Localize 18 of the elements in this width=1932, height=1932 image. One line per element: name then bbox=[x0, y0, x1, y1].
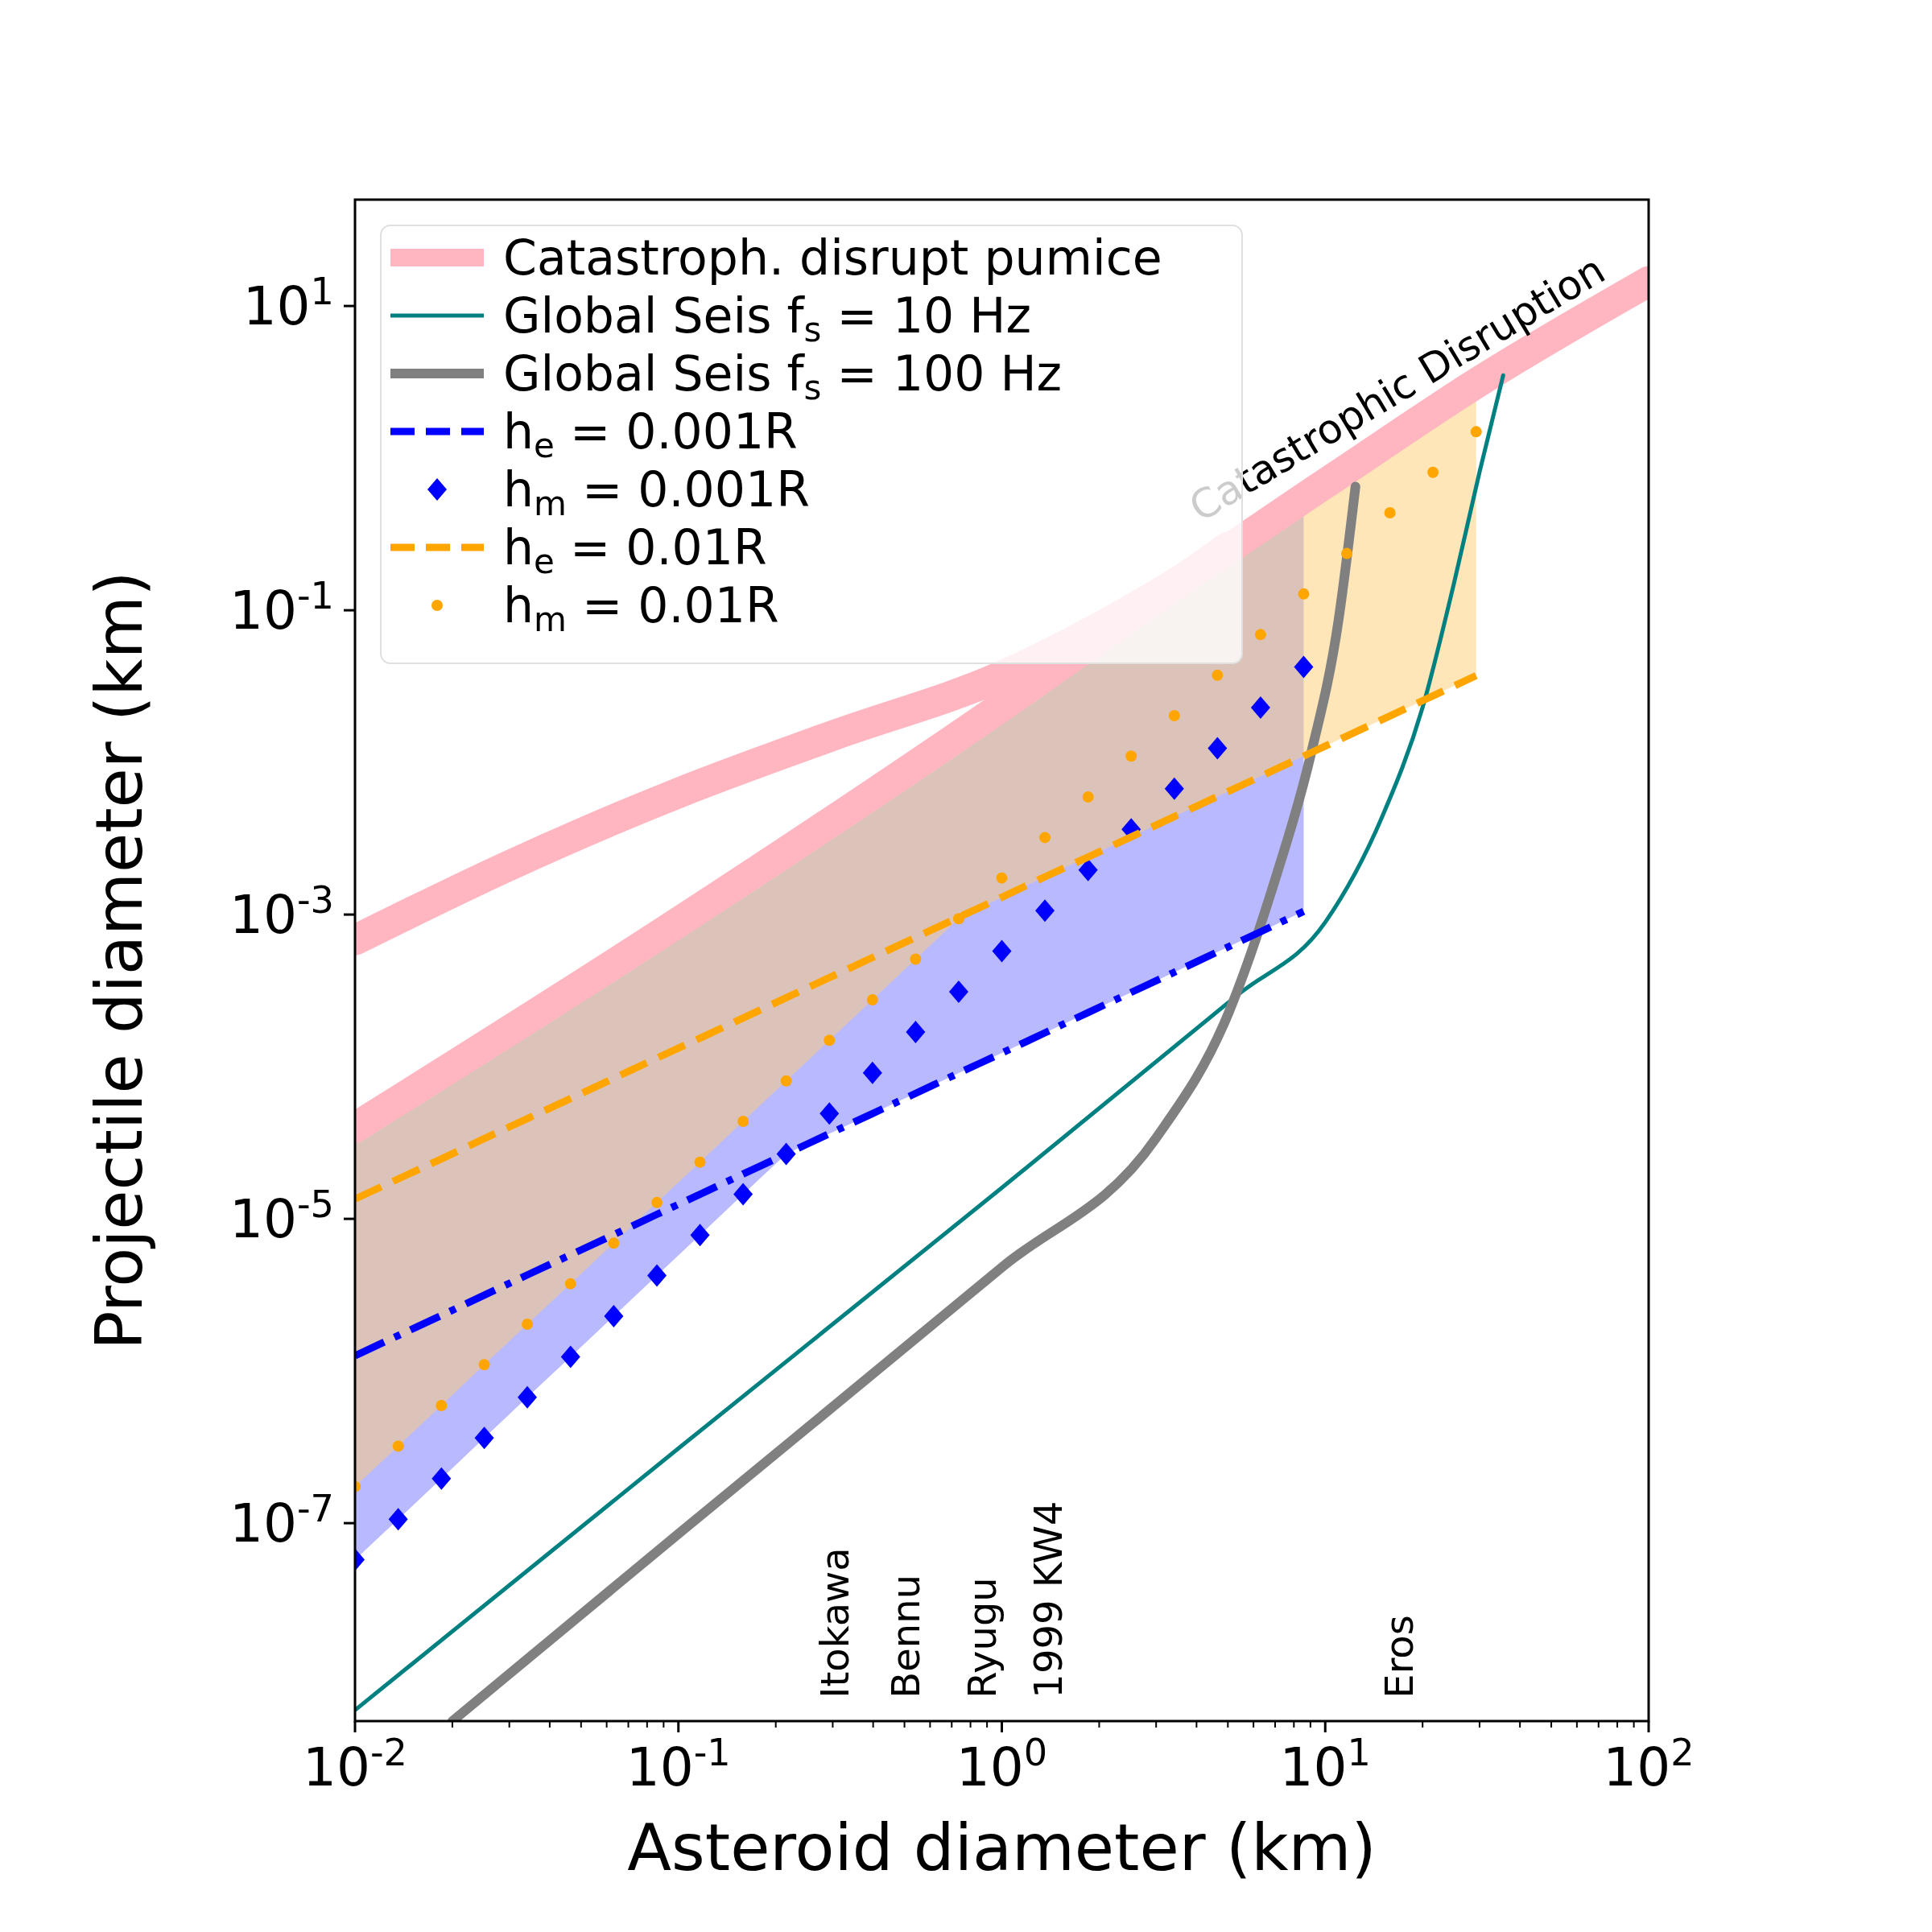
legend-label: Catastroph. disrupt pumice bbox=[503, 229, 1162, 286]
y-tick-label: 10$^{-1}$ bbox=[229, 573, 334, 642]
y-tick-label: 10$^{-5}$ bbox=[229, 1182, 334, 1251]
x-tick-label: 10$^{-1}$ bbox=[625, 1730, 731, 1798]
y-tick-label: 10$^{-3}$ bbox=[229, 877, 334, 947]
annotation: Ryugu bbox=[960, 1577, 1005, 1699]
annotation: 1999 KW4 bbox=[1026, 1501, 1071, 1699]
annotation: Itokawa bbox=[812, 1547, 857, 1699]
x-tick-label: 10$^{0}$ bbox=[956, 1730, 1048, 1798]
annotation: Bennu bbox=[883, 1574, 929, 1699]
annotation: Eros bbox=[1376, 1615, 1422, 1699]
y-axis-title: Projectile diameter (km) bbox=[82, 571, 157, 1350]
x-tick-label: 10$^{2}$ bbox=[1603, 1730, 1695, 1798]
x-tick-label: 10$^{1}$ bbox=[1279, 1730, 1371, 1798]
y-tick-label: 10$^{-7}$ bbox=[229, 1486, 334, 1555]
x-tick-label: 10$^{-2}$ bbox=[302, 1730, 408, 1798]
x-axis-title: Asteroid diameter (km) bbox=[627, 1810, 1377, 1885]
y-tick-label: 10$^{1}$ bbox=[242, 269, 334, 338]
